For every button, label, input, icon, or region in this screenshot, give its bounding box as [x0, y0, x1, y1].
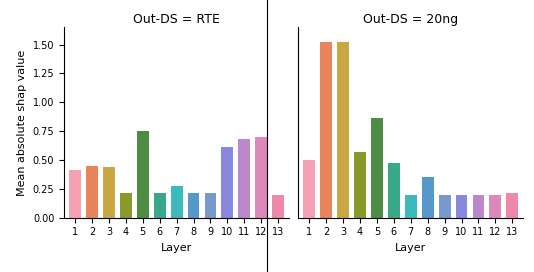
Bar: [371, 118, 383, 218]
Bar: [255, 137, 267, 218]
Bar: [473, 194, 484, 218]
Bar: [272, 194, 284, 218]
Bar: [439, 194, 451, 218]
Bar: [137, 131, 148, 218]
Bar: [506, 193, 518, 218]
Bar: [86, 166, 98, 218]
Bar: [490, 194, 501, 218]
Bar: [171, 186, 183, 218]
Bar: [388, 163, 400, 218]
Bar: [205, 193, 216, 218]
Bar: [303, 160, 315, 218]
Bar: [222, 147, 233, 218]
Bar: [69, 170, 81, 218]
Bar: [187, 193, 200, 218]
Title: Out-DS = 20ng: Out-DS = 20ng: [363, 13, 458, 26]
Bar: [405, 194, 417, 218]
Bar: [456, 194, 467, 218]
X-axis label: Layer: Layer: [395, 243, 426, 253]
Bar: [154, 193, 166, 218]
Title: Out-DS = RTE: Out-DS = RTE: [133, 13, 220, 26]
Y-axis label: Mean absolute shap value: Mean absolute shap value: [17, 49, 27, 196]
Bar: [120, 193, 132, 218]
Bar: [320, 42, 332, 218]
Bar: [103, 167, 115, 218]
Bar: [422, 177, 434, 218]
Bar: [238, 139, 250, 218]
Bar: [354, 152, 366, 218]
X-axis label: Layer: Layer: [161, 243, 192, 253]
Bar: [337, 42, 349, 218]
